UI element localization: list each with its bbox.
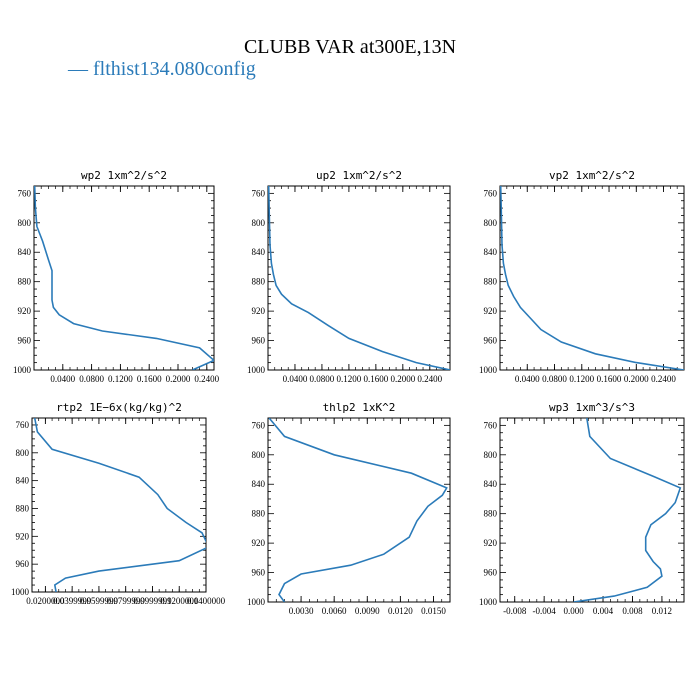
panel-4-series-line [268,418,448,602]
y-tick-label: 840 [484,479,498,489]
x-tick-label: 0.2000 [624,374,649,384]
panel-5-frame [499,417,685,603]
y-tick-label: 960 [252,568,266,578]
y-tick-label: 880 [484,509,498,519]
y-tick-label: 960 [18,336,32,346]
panel-2-frame [499,185,685,371]
y-tick-label: 840 [16,476,30,486]
panel-0-frame [33,185,215,371]
x-tick-label: 0.0800 [79,374,104,384]
page-title: CLUBB VAR at300E,13N [243,36,457,58]
y-tick-label: 760 [16,420,30,430]
y-tick-label: 1000 [247,597,266,607]
x-tick-label: 0.1200 [569,374,594,384]
y-tick-label: 920 [484,538,498,548]
y-tick-label: 760 [18,188,32,198]
panel-1-frame [267,185,451,371]
y-tick-label: 960 [252,336,266,346]
x-tick-label: 0.0400 [50,374,75,384]
y-tick-label: 800 [484,218,498,228]
y-tick-label: 880 [484,277,498,287]
panel-4-title: thlp2 1xK^2 [323,401,396,414]
x-tick-label: 0.0400 [283,374,308,384]
y-tick-label: 960 [484,336,498,346]
x-tick-label: 0.2400 [194,374,219,384]
x-tick-label: 0.008 [622,606,643,616]
x-tick-label: 0.0090 [355,606,380,616]
x-tick-label: 0.0150 [421,606,446,616]
y-tick-label: 880 [252,277,266,287]
y-tick-label: 880 [252,509,266,519]
x-tick-label: 0.2400 [651,374,676,384]
y-tick-label: 880 [18,277,32,287]
y-tick-label: 840 [252,479,266,489]
y-tick-label: 960 [16,559,30,569]
y-tick-label: 800 [18,218,32,228]
panel-3-series-line [33,418,206,592]
y-tick-label: 1000 [479,365,498,375]
y-tick-label: 760 [484,420,498,430]
x-tick-label: -0.004 [533,606,557,616]
y-tick-label: 920 [484,306,498,316]
y-tick-label: 920 [252,538,266,548]
x-tick-label: 0.0030 [289,606,314,616]
x-tick-label: 0.1200 [337,374,362,384]
x-tick-label: 0.0800 [310,374,335,384]
x-tick-label: 0.0120 [388,606,413,616]
x-tick-label: 0.1400000 [187,596,226,606]
panel-0-title: wp2 1xm^2/s^2 [81,169,167,182]
x-tick-label: 0.1600 [137,374,162,384]
x-tick-label: 0.000 [563,606,584,616]
y-tick-label: 760 [252,188,266,198]
panel-3-frame [31,417,207,593]
y-tick-label: 840 [18,247,32,257]
legend-label: — flthist134.080config [68,58,256,80]
y-tick-label: 1000 [13,365,32,375]
panel-1-series-line [268,186,450,370]
x-tick-label: 0.0599999 [80,596,119,606]
y-tick-label: 1000 [247,365,266,375]
y-tick-label: 840 [484,247,498,257]
x-tick-label: 0.1600 [363,374,388,384]
x-tick-label: 0.0799999 [107,596,146,606]
y-tick-label: 800 [252,218,266,228]
x-tick-label: 0.0399999 [53,596,92,606]
x-tick-label: 0.2000 [390,374,415,384]
x-tick-label: 0.0200000 [26,596,65,606]
y-tick-label: 920 [16,531,30,541]
y-tick-label: 960 [484,568,498,578]
y-tick-label: 800 [16,448,30,458]
y-tick-label: 800 [252,450,266,460]
y-tick-label: 840 [252,247,266,257]
panel-3-title: rtp2 1E−6x(kg/kg)^2 [56,401,182,414]
y-tick-label: 880 [16,503,30,513]
x-tick-label: 0.2400 [417,374,442,384]
y-tick-label: 760 [484,188,498,198]
panel-1-title: up2 1xm^2/s^2 [316,169,402,182]
y-tick-label: 800 [484,450,498,460]
x-tick-label: 0.0800 [542,374,567,384]
x-tick-label: -0.008 [503,606,527,616]
y-tick-label: 760 [252,420,266,430]
panel-5-title: wp3 1xm^3/s^3 [549,401,635,414]
panel-4-frame [267,417,451,603]
panel-5-series-line [573,418,682,602]
x-tick-label: 0.1200000 [160,596,199,606]
panel-2-title: vp2 1xm^2/s^2 [549,169,635,182]
x-tick-label: 0.1200 [108,374,133,384]
y-tick-label: 1000 [11,587,30,597]
x-tick-label: 0.0999999 [133,596,172,606]
x-tick-label: 0.0400 [515,374,540,384]
panel-2-series-line [500,186,684,370]
x-tick-label: 0.004 [593,606,614,616]
panel-0-series-line [34,186,214,370]
y-tick-label: 920 [18,306,32,316]
x-tick-label: 0.2000 [166,374,191,384]
x-tick-label: 0.1600 [597,374,622,384]
x-tick-label: 0.0060 [322,606,347,616]
y-tick-label: 920 [252,306,266,316]
y-tick-label: 1000 [479,597,498,607]
x-tick-label: 0.012 [652,606,672,616]
